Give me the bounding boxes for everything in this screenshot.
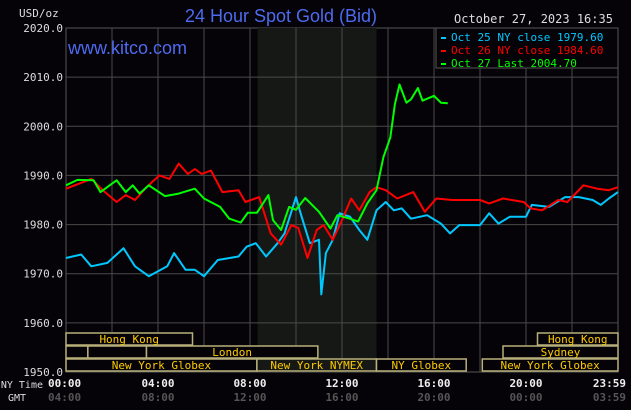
session-label: Hong Kong	[548, 333, 608, 346]
chart-title: 24 Hour Spot Gold (Bid)	[185, 6, 377, 26]
y-axis-label: USD/oz	[19, 7, 59, 20]
session-label: Sydney	[541, 346, 581, 359]
legend-entry: Oct 26 NY close 1984.60	[451, 44, 603, 57]
series-line-2	[65, 83, 448, 231]
x-tick-label-gmt: 12:00	[233, 391, 266, 404]
nymex-session-shade	[257, 28, 377, 372]
session-box	[145, 345, 319, 359]
legend-entry: Oct 25 NY close 1979.60	[451, 31, 603, 44]
x-tick-label-gmt: 20:00	[417, 391, 450, 404]
session-box	[65, 332, 194, 346]
y-tick-label: 1990.0	[23, 169, 63, 182]
y-tick-label: 1980.0	[23, 219, 63, 232]
x-row-label-ny: NY Time	[1, 380, 43, 391]
session-box	[536, 332, 619, 346]
series-line-0	[65, 191, 619, 296]
x-tick-label-ny: 04:00	[141, 377, 174, 390]
legend-marker	[441, 63, 446, 65]
y-tick-label: 1960.0	[23, 317, 63, 330]
session-label: Hong Kong	[99, 333, 159, 346]
x-tick-label-ny: 16:00	[417, 377, 450, 390]
session-label: NY Globex	[392, 359, 452, 372]
watermark: www.kitco.com	[67, 38, 187, 58]
session-label: New York Globex	[500, 359, 600, 372]
timestamp: October 27, 2023 16:35	[454, 12, 613, 26]
session-box	[65, 345, 89, 359]
session-box	[481, 358, 619, 372]
y-tick-label: 1950.0	[23, 366, 63, 379]
session-box	[87, 345, 148, 359]
session-label: New York Globex	[112, 359, 212, 372]
x-tick-label-ny: 20:00	[509, 377, 542, 390]
series-line-1	[65, 162, 619, 259]
session-label: London	[212, 346, 252, 359]
x-row-label-gmt: GMT	[8, 393, 26, 404]
x-tick-label-gmt: 16:00	[325, 391, 358, 404]
session-box	[502, 345, 619, 359]
legend-marker	[441, 50, 446, 52]
x-tick-label-ny: 12:00	[325, 377, 358, 390]
x-tick-label-gmt: 04:00	[48, 391, 81, 404]
x-tick-label-gmt: 00:00	[509, 391, 542, 404]
legend-marker	[441, 37, 446, 39]
y-tick-label: 2000.0	[23, 120, 63, 133]
x-tick-label-gmt: 03:59	[593, 391, 626, 404]
session-box	[375, 358, 467, 372]
x-tick-label-ny: 08:00	[233, 377, 266, 390]
legend-entry: Oct 27 Last 2004.70	[451, 57, 577, 70]
x-tick-label-ny: 23:59	[593, 377, 626, 390]
y-tick-label: 2020.0	[23, 22, 63, 35]
x-tick-label-ny: 00:00	[48, 377, 81, 390]
session-label: New York NYMEX	[270, 359, 363, 372]
y-tick-label: 2010.0	[23, 71, 63, 84]
x-tick-label-gmt: 08:00	[141, 391, 174, 404]
y-tick-label: 1970.0	[23, 268, 63, 281]
